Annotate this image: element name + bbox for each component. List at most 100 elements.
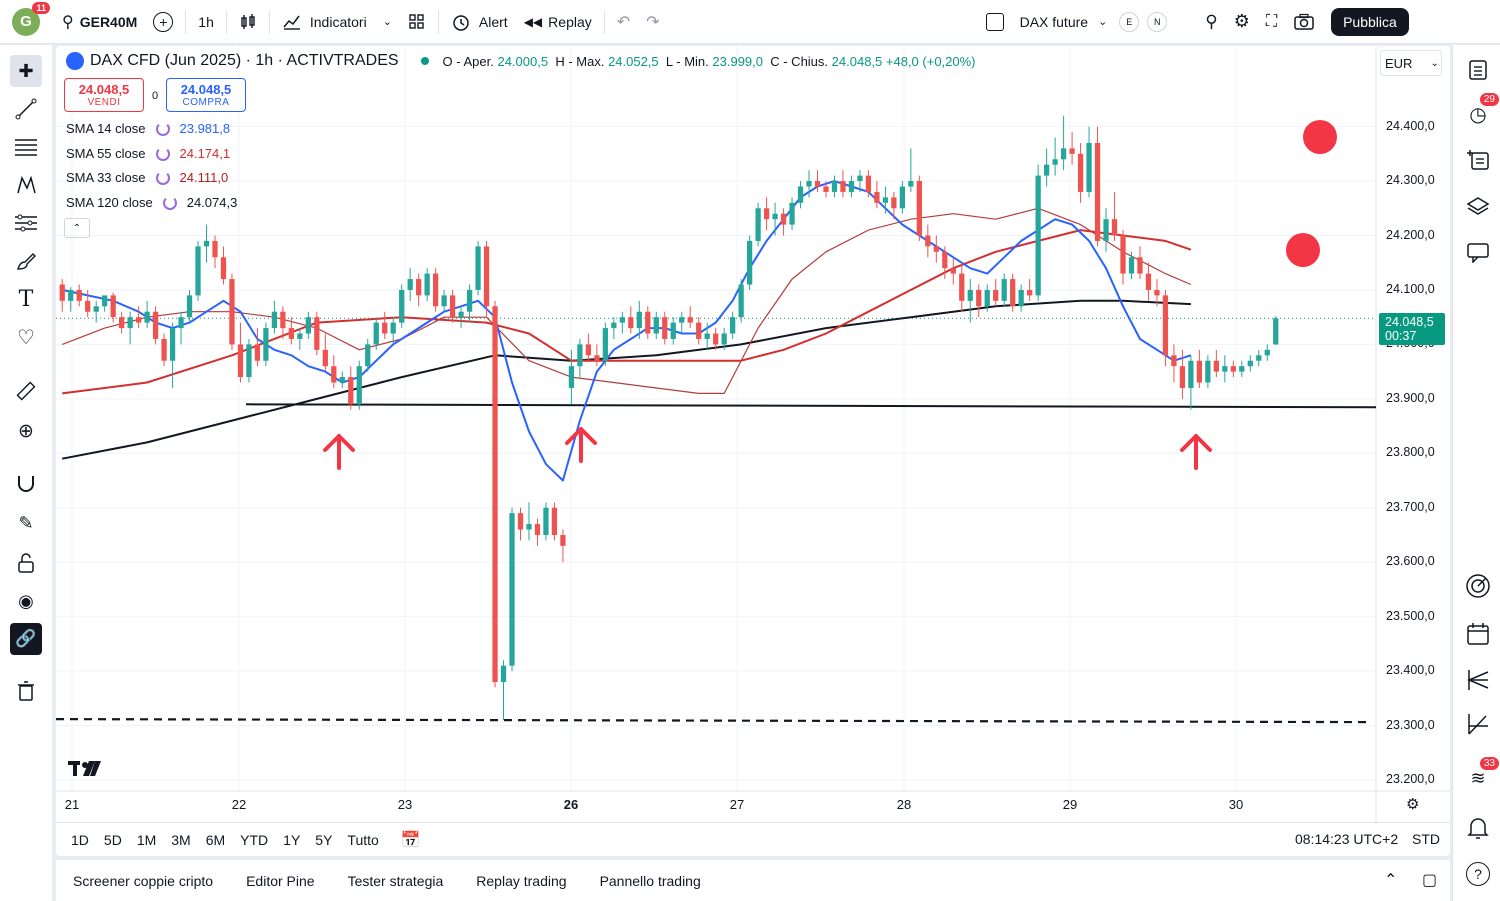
candle-up (848, 181, 855, 192)
crosshair-tool[interactable]: ✚ (10, 55, 42, 87)
compare-toggle[interactable]: DAX future ⌄ (978, 0, 1116, 44)
fullscreen-button[interactable]: ⛶ (1258, 0, 1285, 44)
price-chart[interactable] (56, 46, 1450, 822)
user-avatar[interactable]: G 11 (12, 1, 50, 36)
pattern-tool[interactable] (10, 169, 42, 201)
price-tick-label: 23.800,0 (1386, 445, 1435, 460)
range-5d[interactable]: 5D (103, 831, 122, 848)
alert-button[interactable]: Alert (443, 0, 516, 44)
ideas-button[interactable] (1463, 571, 1493, 601)
chevron-down-icon: ⌄ (1098, 16, 1108, 28)
n-button[interactable]: N (1147, 11, 1168, 32)
chat-button[interactable] (1463, 237, 1493, 267)
layouts-button[interactable] (400, 0, 434, 44)
fib-tool[interactable] (10, 131, 42, 163)
candle-down (1162, 295, 1169, 356)
range-1d[interactable]: 1D (71, 831, 89, 848)
range-1m[interactable]: 1M (136, 831, 157, 848)
axis-settings-icon[interactable]: ⚙ (1406, 796, 1420, 813)
alerts-button[interactable]: ◷ 29 (1463, 93, 1499, 129)
watchlist-button[interactable] (1463, 55, 1493, 85)
snapshot-button[interactable] (1285, 0, 1323, 44)
layers-button[interactable] (1463, 191, 1493, 221)
checkbox[interactable] (985, 12, 1004, 31)
text-tool[interactable]: T (10, 283, 42, 315)
candle-up (195, 246, 201, 296)
open-value: 24.000,5 (497, 53, 549, 69)
gann-button[interactable] (1463, 709, 1493, 739)
remove-drawings-tool[interactable] (10, 675, 42, 707)
quick-search-button[interactable]: ⚲ (1197, 0, 1225, 44)
candle-down (814, 181, 821, 187)
tab-strategy-tester[interactable]: Tester strategia (347, 872, 444, 889)
chart-type-button[interactable] (231, 0, 265, 44)
candle-down (763, 208, 770, 220)
sma-label: SMA 33 close (66, 170, 146, 185)
chart-pane[interactable]: DAX CFD (Jun 2025) · 1h · ACTIVTRADES O … (56, 46, 1450, 856)
interval-button[interactable]: 1h (198, 13, 214, 30)
range-1y[interactable]: 1Y (283, 831, 301, 848)
sma-120-legend[interactable]: SMA 120 close 24.074,3 (66, 195, 237, 210)
chart-title[interactable]: DAX CFD (Jun 2025) · 1h · ACTIVTRADES (90, 52, 399, 69)
candle-up (1035, 175, 1041, 296)
tab-pine-editor[interactable]: Editor Pine (246, 872, 315, 889)
replay-button[interactable]: ◀◀ Replay (516, 0, 600, 44)
open-label: O - Aper. (442, 53, 494, 69)
clock[interactable]: 08:14:23 UTC+2 STD (1295, 831, 1440, 847)
tab-trading-panel[interactable]: Pannello trading (599, 872, 701, 889)
zoom-tool[interactable]: ⊕ (10, 415, 42, 447)
range-ytd[interactable]: YTD (240, 831, 269, 848)
sma-55-legend[interactable]: SMA 55 close 24.174,1 (66, 146, 230, 161)
lock-drawings-tool[interactable] (10, 547, 42, 579)
e-button[interactable]: E (1119, 11, 1140, 32)
right-widget-bar: ◷ 29 ≋ 33 ? (1452, 45, 1500, 901)
maximize-panel-icon[interactable]: ▢ (1422, 872, 1438, 889)
measure-tool[interactable] (10, 375, 42, 407)
candle-up (636, 311, 642, 329)
brush-tool[interactable] (10, 245, 42, 277)
top-toolbar: G 11 ⚲ GER40M + 1h Indicatori ⌄ Alert (0, 0, 1500, 44)
candle-up (1001, 279, 1007, 301)
hide-drawings-tool[interactable]: ◉ (10, 585, 42, 617)
symbol-search[interactable]: ⚲ GER40M (54, 0, 145, 44)
forecast-tool[interactable] (10, 207, 42, 239)
icon-tool[interactable]: ♡ (10, 321, 42, 353)
collapse-legend-button[interactable]: ⌃ (64, 218, 90, 238)
tab-replay-trading[interactable]: Replay trading (476, 872, 567, 889)
sma-33-legend[interactable]: SMA 33 close 24.111,0 (66, 170, 228, 185)
buy-button[interactable]: 24.048,5 COMPRA (166, 78, 246, 112)
heart-icon: ♡ (17, 326, 35, 349)
trendline-tool[interactable] (10, 93, 42, 125)
sync-drawings-tool[interactable]: 🔗 (10, 623, 42, 655)
currency-select[interactable]: EUR ⌄ (1380, 50, 1442, 76)
magnet-tool[interactable] (10, 467, 42, 499)
settings-button[interactable]: ⚙ (1226, 0, 1258, 44)
candle-down (1137, 257, 1143, 274)
redo-button[interactable]: ↷ (638, 0, 667, 44)
help-button[interactable]: ? (1463, 859, 1493, 889)
publish-button[interactable]: Pubblica (1331, 7, 1409, 36)
chevron-up-icon[interactable]: ⌃ (1384, 872, 1398, 889)
stay-drawing-tool[interactable]: ✎ (10, 507, 42, 539)
range-3m[interactable]: 3M (171, 831, 191, 848)
sma-14-legend[interactable]: SMA 14 close 23.981,8 (66, 121, 230, 136)
replay-label: Replay (548, 13, 592, 30)
object-tree-button[interactable] (1463, 145, 1493, 175)
range-all[interactable]: Tutto (347, 831, 379, 848)
grid-layout-icon (409, 13, 424, 29)
notifications-button[interactable]: ≋ 33 (1463, 757, 1499, 793)
candle-up (93, 306, 99, 312)
price-tick-label: 23.900,0 (1386, 390, 1435, 405)
range-5y[interactable]: 5Y (315, 831, 333, 848)
sell-button[interactable]: 24.048,5 VENDI (64, 78, 144, 112)
undo-button[interactable]: ↶ (609, 0, 638, 44)
bell-button[interactable] (1463, 813, 1493, 843)
tab-crypto-screener[interactable]: Screener coppie cripto (73, 872, 214, 889)
compare-symbol-button[interactable]: + (145, 0, 181, 44)
range-6m[interactable]: 6M (205, 831, 226, 848)
clock-mode[interactable]: STD (1412, 831, 1440, 847)
calendar-button[interactable] (1463, 619, 1493, 649)
pitchfork-button[interactable] (1463, 665, 1493, 695)
goto-date-icon[interactable]: 📅 (400, 831, 421, 849)
indicators-button[interactable]: Indicatori ⌄ (274, 0, 400, 44)
